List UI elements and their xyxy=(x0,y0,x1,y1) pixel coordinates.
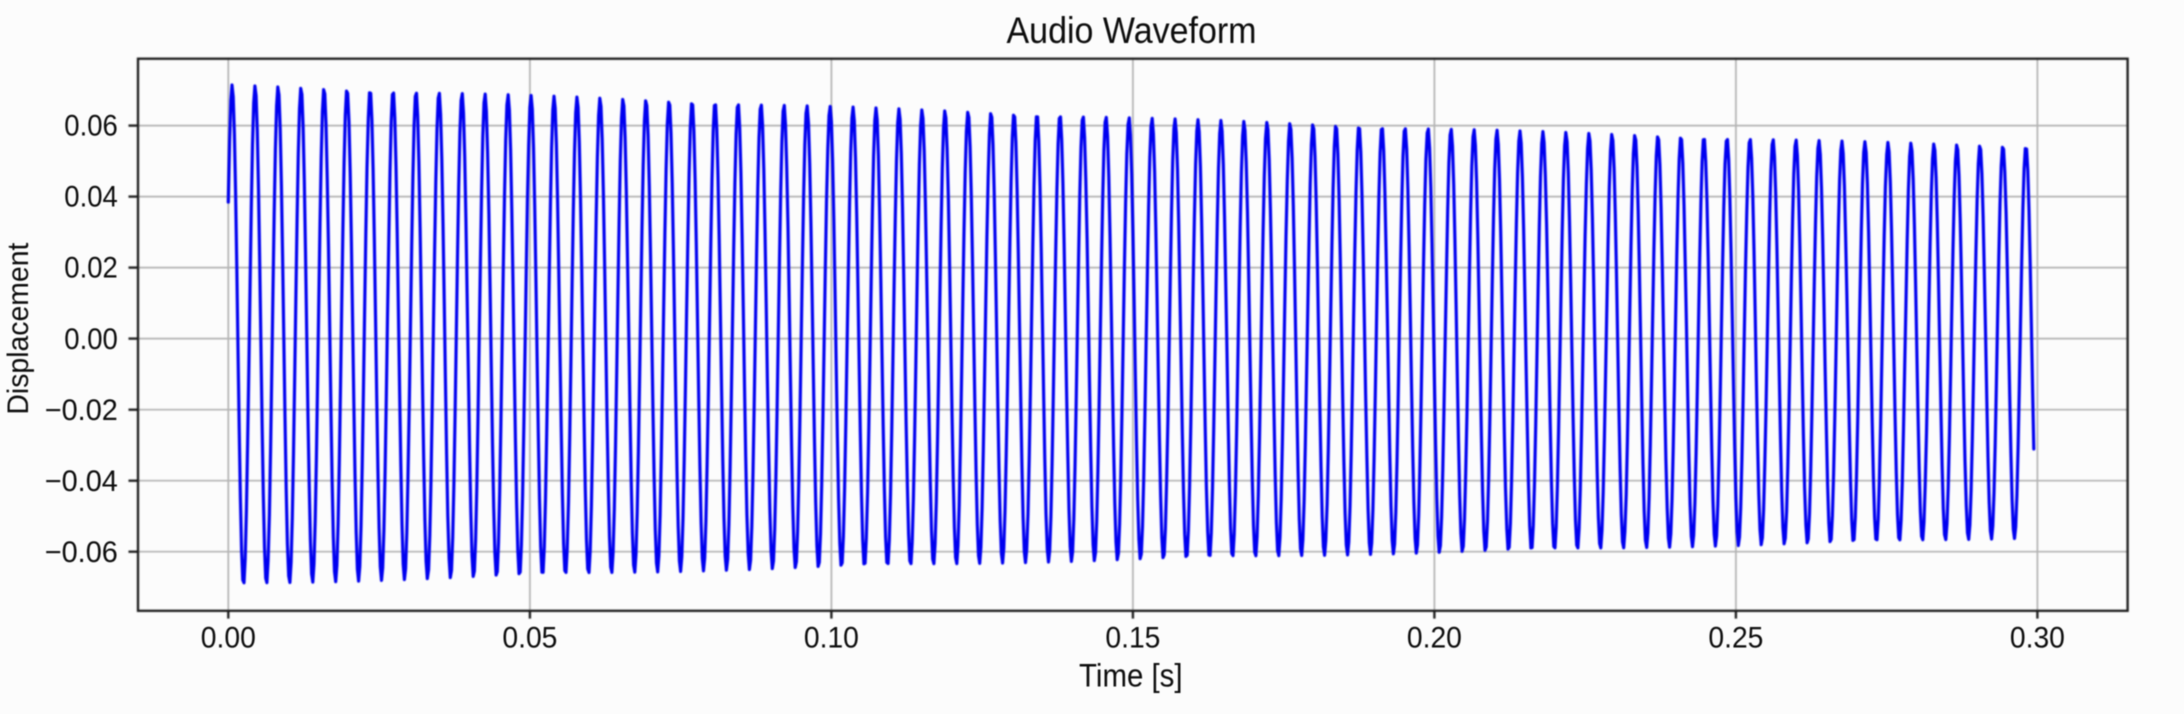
svg-text:0.25: 0.25 xyxy=(1708,621,1763,654)
svg-text:−0.04: −0.04 xyxy=(45,465,118,498)
svg-text:Displacement: Displacement xyxy=(2,243,35,415)
svg-text:Audio Waveform: Audio Waveform xyxy=(1007,10,1257,51)
svg-text:0.30: 0.30 xyxy=(2010,621,2065,654)
svg-text:0.00: 0.00 xyxy=(64,323,118,356)
svg-text:0.00: 0.00 xyxy=(201,621,256,654)
svg-text:0.10: 0.10 xyxy=(804,621,859,654)
svg-text:0.06: 0.06 xyxy=(64,110,118,143)
svg-text:−0.06: −0.06 xyxy=(45,536,118,569)
svg-text:−0.02: −0.02 xyxy=(45,394,118,427)
svg-text:0.04: 0.04 xyxy=(64,181,118,214)
svg-text:0.05: 0.05 xyxy=(502,621,557,654)
svg-text:0.15: 0.15 xyxy=(1105,621,1160,654)
svg-text:Time [s]: Time [s] xyxy=(1079,657,1183,693)
svg-text:0.02: 0.02 xyxy=(64,252,118,285)
svg-text:0.20: 0.20 xyxy=(1407,621,1462,654)
